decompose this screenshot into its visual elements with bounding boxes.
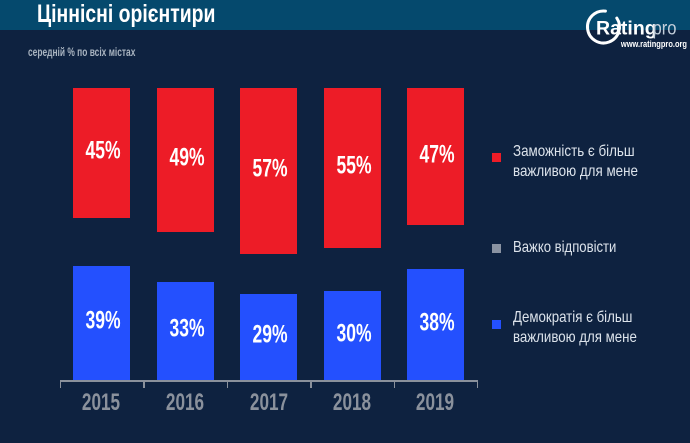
svg-text:Rating: Rating [596, 17, 657, 39]
svg-text:www.ratingpro.org: www.ratingpro.org [620, 39, 687, 49]
svg-text:pro: pro [653, 17, 677, 39]
